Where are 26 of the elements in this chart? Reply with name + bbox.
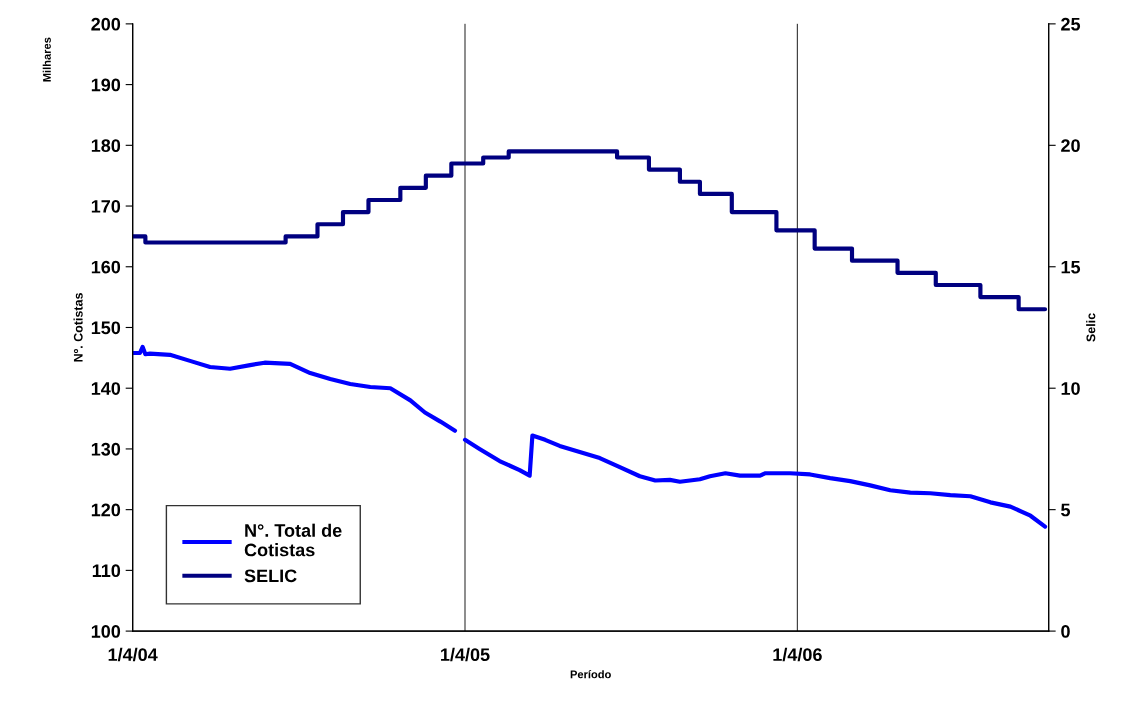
- y-tick-label: 190: [91, 78, 121, 92]
- y-tick-label: 150: [91, 321, 121, 335]
- y-tick-label: 140: [91, 382, 121, 395]
- y2-tick-label: 15: [1061, 260, 1081, 274]
- x-tick-label: 1/4/04: [108, 647, 158, 662]
- legend-label: N°. Total de Cotistas: [244, 523, 342, 557]
- y2-axis-title: Selic: [1086, 313, 1096, 342]
- x-tick-label: 1/4/06: [773, 647, 822, 662]
- text: Milhares: [42, 37, 51, 82]
- y-tick-label: 160: [91, 260, 121, 274]
- y-tick-label: 130: [91, 442, 121, 456]
- y2-tick-label: 5: [1061, 503, 1071, 517]
- y2-tick-label: 25: [1061, 17, 1081, 31]
- x-axis-title: Período: [570, 670, 611, 679]
- y-tick-label: 120: [91, 503, 121, 517]
- y-tick-label: 180: [91, 139, 121, 153]
- y-axis-title: Nº. Cotistas: [73, 293, 83, 362]
- y-tick-label: 200: [91, 17, 121, 31]
- y2-tick-label: 10: [1061, 382, 1080, 395]
- y2-tick-label: 20: [1061, 139, 1080, 153]
- legend-label: SELIC: [244, 569, 297, 583]
- y-tick-label: 100: [91, 625, 121, 638]
- y2-tick-label: 0: [1061, 625, 1070, 638]
- y-tick-label: 110: [92, 564, 121, 578]
- y-tick-label: 170: [91, 199, 121, 213]
- x-tick-label: 1/4/05: [441, 647, 490, 662]
